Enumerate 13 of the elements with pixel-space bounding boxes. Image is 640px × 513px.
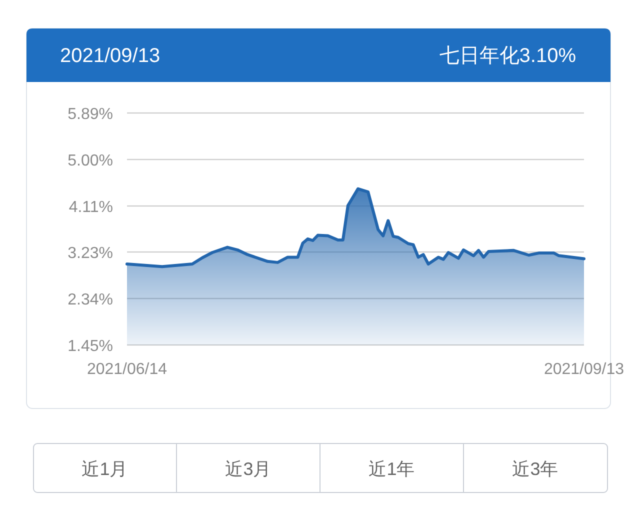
y-tick-label: 5.89%: [68, 106, 113, 123]
y-tick-label: 4.11%: [68, 199, 113, 216]
chart-title: 2021/09/13: [60, 45, 160, 67]
text: 近3年: [512, 459, 558, 479]
y-tick-label: 5.00%: [68, 152, 113, 170]
x-tick-label: 2021/06/14: [86, 361, 168, 378]
text: 近1月: [82, 459, 128, 479]
chart-subtitle: 七日年化3.10%: [439, 45, 576, 67]
text: 近3月: [225, 459, 272, 479]
y-tick-label: 2.34%: [68, 291, 113, 308]
text: 近1年: [368, 459, 415, 479]
y-tick-label: 1.45%: [68, 338, 113, 355]
y-tick-label: 3.23%: [68, 244, 113, 262]
